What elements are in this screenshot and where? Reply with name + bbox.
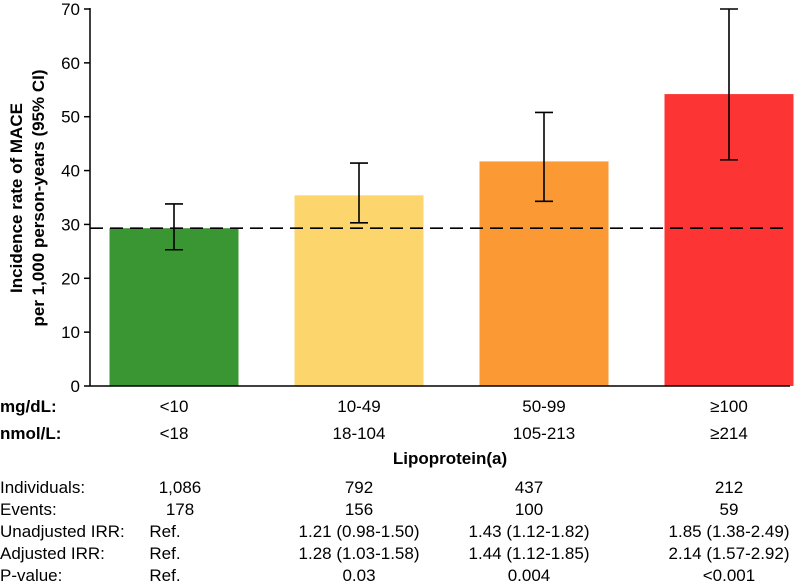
- bar: [294, 195, 424, 386]
- x-category-mgdl: <10: [160, 397, 189, 416]
- y-axis-title-line2: per 1,000 person-years (95% CI): [29, 69, 48, 326]
- table-cell: 156: [345, 500, 373, 519]
- x-category-nmoll: <18: [160, 424, 189, 443]
- error-bars: [165, 8, 738, 251]
- y-axis-title-line1: Incidence rate of MACE: [7, 103, 26, 293]
- y-tick-label: 10: [61, 323, 80, 342]
- y-tick-label: 30: [61, 215, 80, 234]
- table-cell: 437: [515, 478, 543, 497]
- y-axis: 0 10 20 30 40 50 60 70: [61, 0, 90, 396]
- table-cell: 1,086: [159, 478, 202, 497]
- x-category-nmoll: 105-213: [513, 424, 575, 443]
- x-axis-title: Lipoprotein(a): [393, 449, 507, 468]
- table-cell: 0.004: [508, 566, 551, 585]
- y-tick-label: 0: [71, 377, 80, 396]
- table-cell: 178: [166, 500, 194, 519]
- table-row-label: Unadjusted IRR:: [0, 522, 125, 541]
- table-cell: <0.001: [703, 566, 755, 585]
- table-cell: 1.44 (1.12-1.85): [469, 544, 590, 563]
- y-tick-label: 20: [61, 269, 80, 288]
- table-cell: 792: [345, 478, 373, 497]
- table-cell: Ref.: [149, 544, 180, 563]
- y-tick-label: 50: [61, 108, 80, 127]
- y-tick-label: 60: [61, 54, 80, 73]
- row-label-mgdl: mg/dL:: [0, 397, 57, 416]
- bars: [109, 94, 794, 386]
- row-label-nmoll: nmol/L:: [0, 424, 61, 443]
- table-cell: 1.43 (1.12-1.82): [469, 522, 590, 541]
- bar: [109, 228, 239, 386]
- table-row-label: P-value:: [0, 566, 62, 585]
- x-category-mgdl: 10-49: [337, 397, 380, 416]
- table-cell: 1.85 (1.38-2.49): [669, 522, 790, 541]
- summary-table: Individuals: 1,086 792 437 212 Events: 178 156 1…: [0, 478, 789, 585]
- table-cell: 212: [715, 478, 743, 497]
- table-row-label: Events:: [0, 500, 57, 519]
- table-row-label: Individuals:: [0, 478, 85, 497]
- x-category-mgdl: ≥100: [710, 397, 748, 416]
- table-cell: 0.03: [342, 566, 375, 585]
- table-cell: 59: [720, 500, 739, 519]
- table-cell: 1.28 (1.03-1.58): [299, 544, 420, 563]
- table-cell: 2.14 (1.57-2.92): [669, 544, 790, 563]
- table-row-label: Adjusted IRR:: [0, 544, 105, 563]
- table-cell: Ref.: [149, 566, 180, 585]
- y-axis-title: Incidence rate of MACE per 1,000 person-…: [7, 69, 48, 326]
- table-cell: Ref.: [149, 522, 180, 541]
- x-category-nmoll: ≥214: [710, 424, 748, 443]
- x-category-mgdl: 50-99: [522, 397, 565, 416]
- table-cell: 1.21 (0.98-1.50): [299, 522, 420, 541]
- table-cell: 100: [515, 500, 543, 519]
- x-categories: <10 10-49 50-99 ≥100 <18 18-104 105-213 ≥214: [160, 397, 748, 443]
- y-tick-label: 70: [61, 0, 80, 19]
- y-tick-label: 40: [61, 162, 80, 181]
- x-category-nmoll: 18-104: [333, 424, 386, 443]
